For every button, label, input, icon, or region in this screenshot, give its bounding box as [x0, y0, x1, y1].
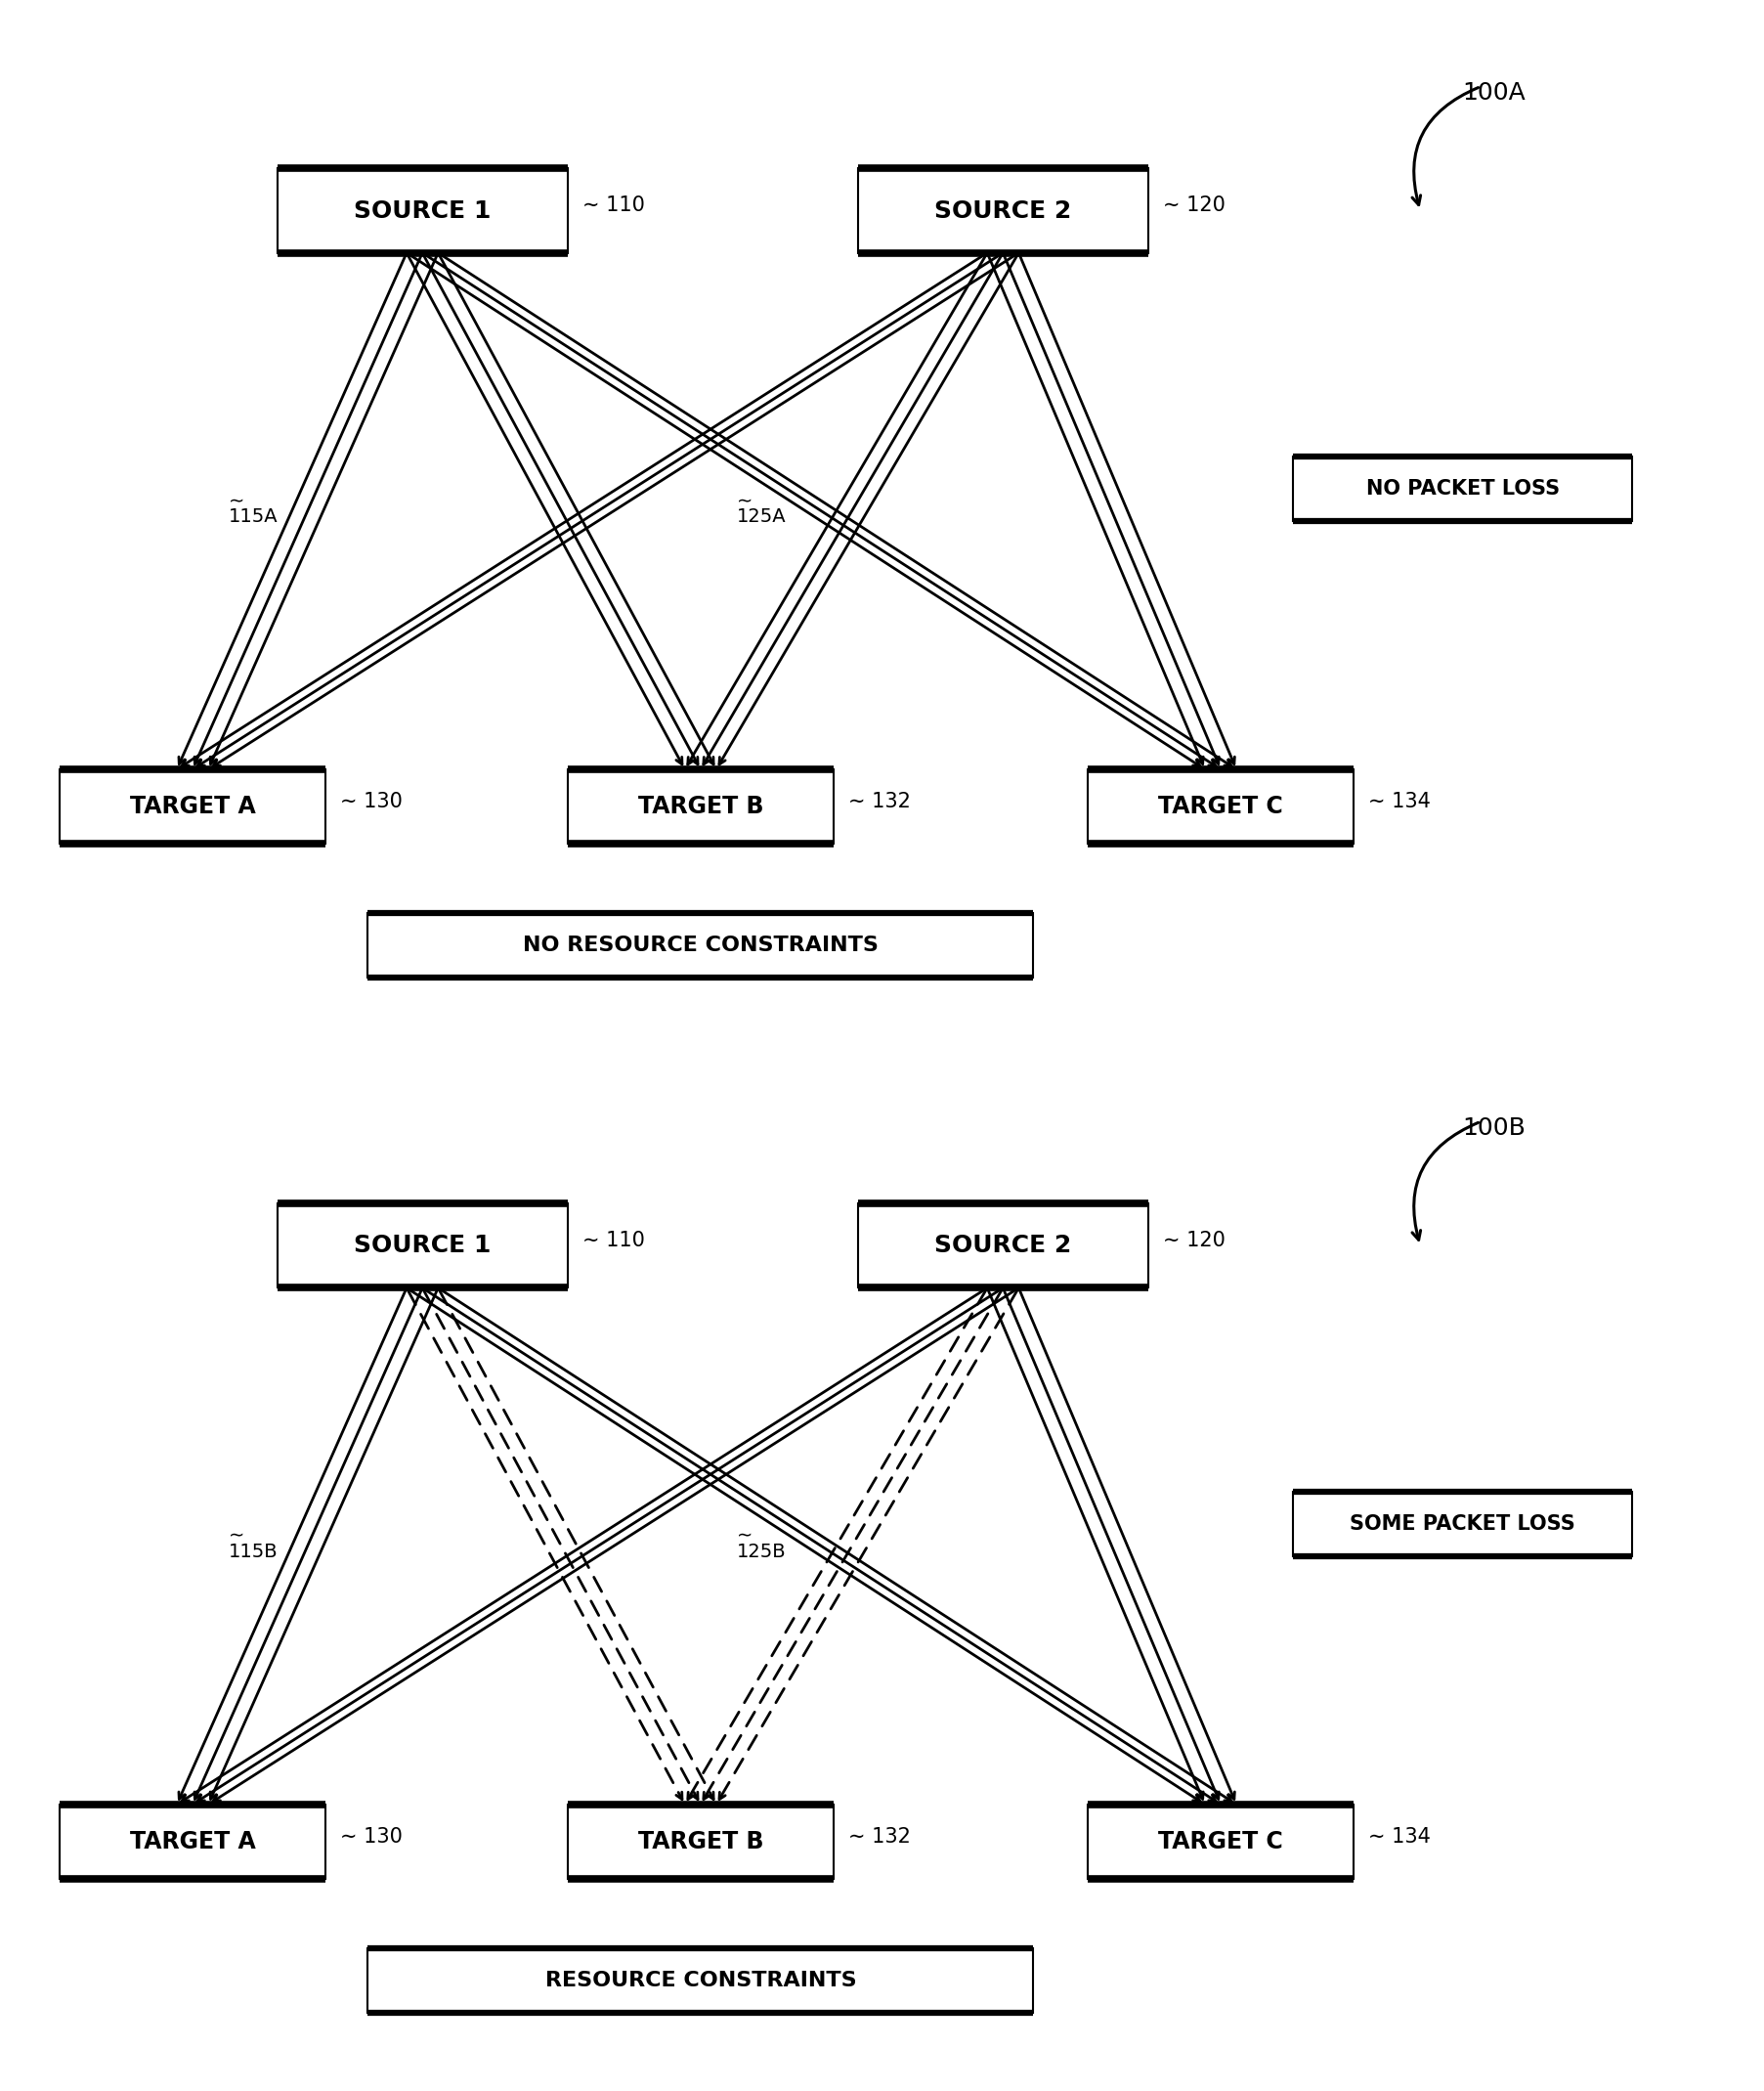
Text: TARGET A: TARGET A: [129, 1830, 256, 1853]
Text: ∼ 120: ∼ 120: [1162, 1232, 1224, 1250]
Text: NO PACKET LOSS: NO PACKET LOSS: [1365, 479, 1559, 498]
Text: ∼ 132: ∼ 132: [848, 792, 910, 811]
Text: 100A: 100A: [1462, 82, 1526, 105]
Bar: [1293, 456, 1632, 521]
Text: ∼
125B: ∼ 125B: [737, 1526, 787, 1560]
Bar: [857, 169, 1148, 253]
Text: TARGET C: TARGET C: [1159, 1830, 1282, 1853]
Text: ∼ 110: ∼ 110: [582, 197, 644, 215]
Bar: [60, 769, 326, 845]
Bar: [1088, 769, 1353, 845]
Text: ∼
115A: ∼ 115A: [229, 491, 279, 525]
Bar: [1088, 1805, 1353, 1880]
Text: 100B: 100B: [1462, 1117, 1526, 1140]
Bar: [568, 1805, 834, 1880]
Text: SOURCE 1: SOURCE 1: [355, 1234, 490, 1257]
Text: ∼ 134: ∼ 134: [1369, 792, 1431, 811]
Bar: [1293, 1491, 1632, 1556]
Text: RESOURCE CONSTRAINTS: RESOURCE CONSTRAINTS: [545, 1972, 856, 1991]
Text: TARGET A: TARGET A: [129, 795, 256, 818]
Bar: [369, 914, 1034, 979]
Bar: [369, 1949, 1034, 2014]
Text: ∼ 134: ∼ 134: [1369, 1828, 1431, 1846]
Text: ∼ 130: ∼ 130: [340, 792, 402, 811]
Text: SOME PACKET LOSS: SOME PACKET LOSS: [1349, 1514, 1575, 1533]
Text: ∼ 110: ∼ 110: [582, 1232, 644, 1250]
Text: ∼
125A: ∼ 125A: [737, 491, 787, 525]
Text: ∼ 132: ∼ 132: [848, 1828, 910, 1846]
Text: ∼ 130: ∼ 130: [340, 1828, 402, 1846]
Bar: [277, 169, 568, 253]
Text: SOURCE 1: SOURCE 1: [355, 199, 490, 222]
Bar: [60, 1805, 326, 1880]
Text: NO RESOURCE CONSTRAINTS: NO RESOURCE CONSTRAINTS: [522, 937, 878, 956]
Text: ∼
115B: ∼ 115B: [229, 1526, 279, 1560]
Text: ∼ 120: ∼ 120: [1162, 197, 1224, 215]
Text: SOURCE 2: SOURCE 2: [935, 1234, 1071, 1257]
Text: TARGET C: TARGET C: [1159, 795, 1282, 818]
Bar: [568, 769, 834, 845]
Text: TARGET B: TARGET B: [639, 1830, 764, 1853]
Text: TARGET B: TARGET B: [639, 795, 764, 818]
Text: SOURCE 2: SOURCE 2: [935, 199, 1071, 222]
Bar: [277, 1204, 568, 1288]
Bar: [857, 1204, 1148, 1288]
